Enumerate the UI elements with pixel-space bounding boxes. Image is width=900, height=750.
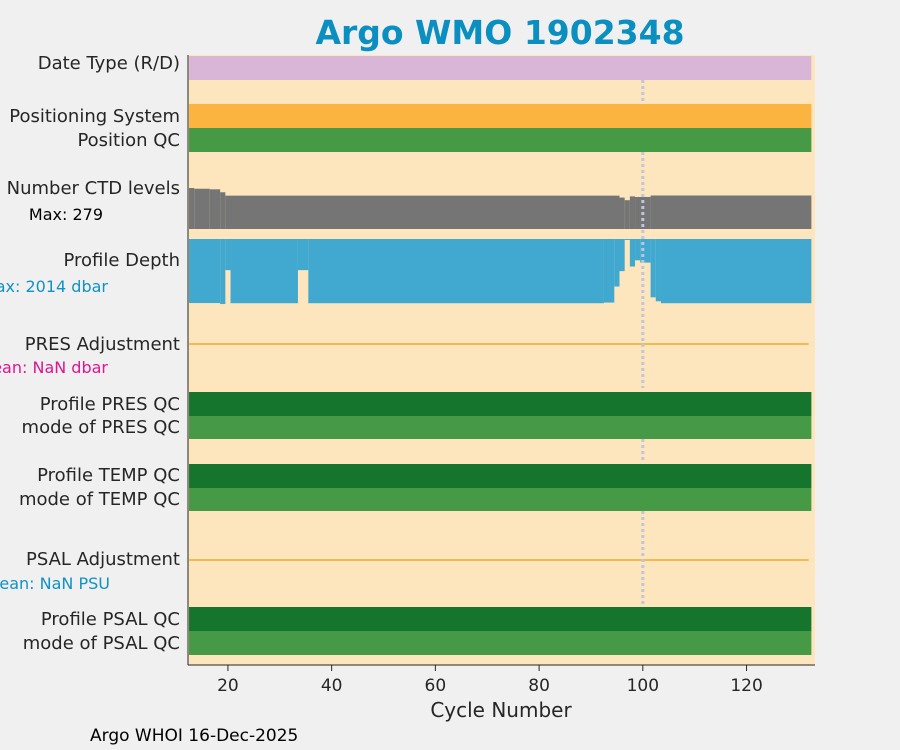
profile-depth-bar-14 xyxy=(655,239,661,302)
summary-ctd-levels: Max: 279 xyxy=(29,205,103,224)
x-axis-label: Cycle Number xyxy=(430,698,572,722)
ctd-levels-bar-0 xyxy=(189,188,195,229)
profile-depth-bar-13 xyxy=(650,239,656,298)
profile-depth-bar-4 xyxy=(297,239,309,271)
profile-psal-qc-band xyxy=(189,607,812,631)
mode-pres-qc-band xyxy=(189,416,812,439)
profile-depth-bar-12 xyxy=(640,239,651,263)
profile-depth-bar-5 xyxy=(308,239,604,304)
label-positioning-system: Positioning System xyxy=(9,106,180,127)
ctd-levels-bar-1 xyxy=(194,188,210,229)
x-tick-label-120: 120 xyxy=(730,676,762,696)
x-tick-label-100: 100 xyxy=(627,676,659,696)
profile-depth-bar-1 xyxy=(220,239,226,305)
profile-depth-bar-2 xyxy=(225,239,231,271)
label-mode-temp-qc: mode of TEMP QC xyxy=(19,489,180,510)
plot-background xyxy=(188,55,815,665)
label-mode-pres-qc: mode of PRES QC xyxy=(22,417,180,438)
date-type-band xyxy=(189,56,812,80)
label-profile-depth: Profile Depth xyxy=(63,250,180,271)
mode-temp-qc-band xyxy=(189,488,812,511)
summary-profile-depth: Max: 2014 dbar xyxy=(0,277,108,296)
ctd-levels-series xyxy=(189,188,812,229)
summary-psal-adjustment: Mean: NaN PSU xyxy=(0,574,110,593)
positioning-system-band xyxy=(189,104,812,128)
profile-depth-bar-15 xyxy=(660,239,812,304)
label-profile-psal-qc: Profile PSAL QC xyxy=(41,609,180,630)
x-tick-label-20: 20 xyxy=(217,676,239,696)
label-position-qc: Position QC xyxy=(77,130,180,151)
profile-depth-bar-7 xyxy=(614,239,620,287)
label-psal-adjustment: PSAL Adjustment xyxy=(26,549,180,570)
profile-depth-series xyxy=(189,239,812,305)
ctd-levels-bar-2 xyxy=(209,189,221,229)
profile-depth-bar-8 xyxy=(619,239,625,272)
chart-title: Argo WMO 1902348 xyxy=(315,13,684,52)
summary-pres-adjustment: Mean: NaN dbar xyxy=(0,358,108,377)
label-profile-pres-qc: Profile PRES QC xyxy=(40,394,180,415)
profile-depth-bar-10 xyxy=(629,239,636,267)
ctd-levels-bar-5 xyxy=(619,197,625,229)
ctd-levels-bar-6 xyxy=(624,200,630,229)
profile-depth-bar-0 xyxy=(189,239,221,304)
profile-temp-qc-band xyxy=(189,464,812,488)
label-date-type: Date Type (R/D) xyxy=(38,53,180,74)
profile-depth-bar-9 xyxy=(624,239,630,240)
mode-psal-qc-band xyxy=(189,631,812,655)
label-ctd-levels: Number CTD levels xyxy=(7,178,180,199)
ctd-levels-bar-7 xyxy=(629,196,636,229)
row-labels: Date Type (R/D) Positioning System Posit… xyxy=(0,53,180,654)
ctd-levels-bar-3 xyxy=(220,192,226,229)
x-tick-label-80: 80 xyxy=(528,676,550,696)
x-tick-label-60: 60 xyxy=(425,676,447,696)
footer-credit: Argo WHOI 16-Dec-2025 xyxy=(90,726,298,746)
status-rows xyxy=(189,56,812,655)
label-profile-temp-qc: Profile TEMP QC xyxy=(37,465,180,486)
x-axis-ticks: 20 40 60 80 100 120 xyxy=(217,665,763,696)
profile-pres-qc-band xyxy=(189,392,812,416)
label-pres-adjustment: PRES Adjustment xyxy=(25,334,180,355)
label-mode-psal-qc: mode of PSAL QC xyxy=(23,633,180,654)
position-qc-band xyxy=(189,128,812,152)
profile-depth-bar-3 xyxy=(230,239,298,304)
ctd-levels-bar-9 xyxy=(650,195,812,229)
x-tick-label-40: 40 xyxy=(321,676,343,696)
profile-depth-bar-11 xyxy=(635,239,641,261)
ctd-levels-bar-4 xyxy=(225,195,620,229)
profile-depth-bar-6 xyxy=(603,239,615,303)
